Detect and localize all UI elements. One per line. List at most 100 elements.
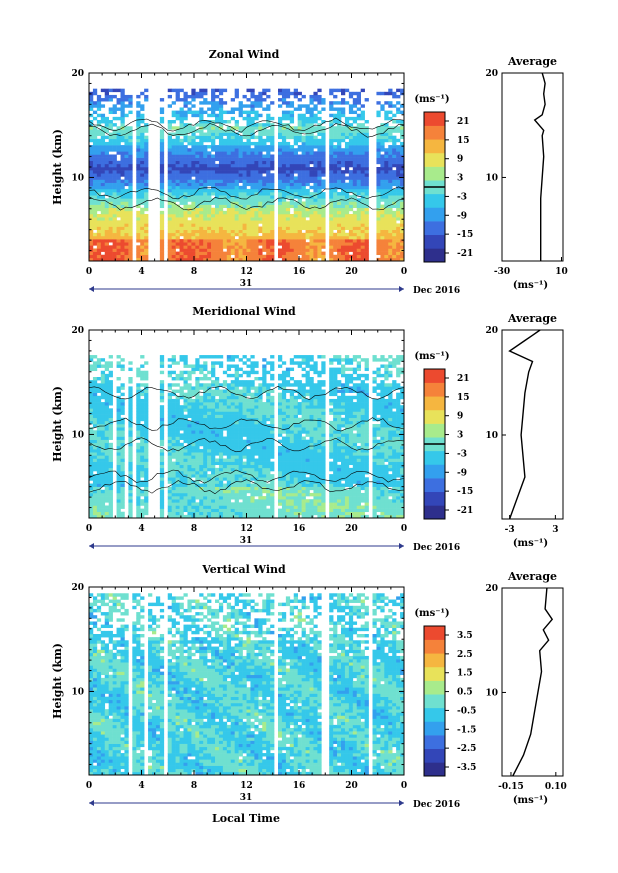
heatmap-cell bbox=[104, 135, 109, 140]
heatmap-cell bbox=[380, 204, 385, 209]
heatmap-cell bbox=[281, 98, 287, 102]
heatmap-cell bbox=[116, 427, 121, 431]
heatmap-cell bbox=[124, 104, 129, 108]
heatmap-cell bbox=[92, 148, 98, 152]
heatmap-cell bbox=[195, 214, 200, 218]
heatmap-cell bbox=[218, 220, 224, 224]
heatmap-cell bbox=[136, 411, 141, 415]
heatmap-cell bbox=[222, 449, 228, 453]
heatmap-cell bbox=[222, 452, 228, 456]
heatmap-cell bbox=[348, 151, 354, 155]
heatmap-cell bbox=[215, 214, 220, 218]
heatmap-cell bbox=[266, 160, 271, 165]
heatmap-cell bbox=[108, 455, 113, 459]
heatmap-cell bbox=[96, 508, 102, 513]
heatmap-cell bbox=[218, 107, 224, 111]
heatmap-cell bbox=[262, 198, 267, 202]
heatmap-cell bbox=[100, 405, 106, 409]
heatmap-cell bbox=[344, 217, 350, 221]
heatmap-cell bbox=[167, 182, 172, 187]
heatmap-cell bbox=[400, 148, 405, 152]
heatmap-cell bbox=[234, 138, 239, 143]
heatmap-cell bbox=[171, 439, 176, 444]
heatmap-cell bbox=[144, 226, 149, 230]
heatmap-cell bbox=[124, 138, 129, 143]
heatmap-cell bbox=[92, 192, 98, 196]
heatmap-cell bbox=[140, 471, 145, 475]
heatmap-cell bbox=[167, 126, 172, 130]
heatmap-cell bbox=[116, 188, 121, 193]
heatmap-cell bbox=[230, 217, 235, 221]
heatmap-cell bbox=[96, 414, 102, 419]
heatmap-cell bbox=[218, 207, 224, 212]
heatmap-cell bbox=[104, 207, 109, 212]
heatmap-cell bbox=[230, 110, 235, 115]
heatmap-cell bbox=[352, 195, 358, 199]
heatmap-cell bbox=[360, 182, 365, 187]
heatmap-cell bbox=[140, 254, 145, 259]
heatmap-cell bbox=[191, 467, 196, 472]
heatmap-cell bbox=[171, 132, 176, 136]
heatmap-cell bbox=[120, 182, 125, 187]
heatmap-cell bbox=[250, 214, 255, 218]
heatmap-cell bbox=[211, 248, 216, 252]
heatmap-cell bbox=[266, 207, 271, 212]
heatmap-cell bbox=[329, 195, 334, 199]
heatmap-cell bbox=[215, 198, 220, 202]
heatmap-cell bbox=[344, 132, 350, 136]
heatmap-cell bbox=[270, 167, 275, 171]
heatmap-cell bbox=[360, 204, 365, 209]
heatmap-cell bbox=[230, 138, 235, 143]
heatmap-cell bbox=[380, 192, 385, 196]
heatmap-cell bbox=[348, 160, 354, 165]
heatmap-cell bbox=[341, 170, 346, 174]
heatmap-cell bbox=[128, 386, 133, 390]
heatmap-cell bbox=[348, 195, 354, 199]
heatmap-cell bbox=[289, 217, 295, 221]
heatmap-cell bbox=[317, 170, 322, 174]
heatmap-cell bbox=[285, 229, 291, 234]
heatmap-cell bbox=[203, 179, 208, 183]
heatmap-cell bbox=[112, 223, 117, 227]
heatmap-cell bbox=[179, 452, 184, 456]
heatmap-cell bbox=[258, 185, 263, 190]
heatmap-cell bbox=[183, 480, 188, 484]
heatmap-cell bbox=[278, 116, 283, 121]
heatmap-cell bbox=[116, 167, 121, 171]
heatmap-cell bbox=[175, 505, 180, 509]
heatmap-cell bbox=[207, 489, 212, 494]
heatmap-cell bbox=[120, 492, 125, 497]
heatmap-cell bbox=[356, 226, 361, 230]
heatmap-cell bbox=[96, 464, 102, 469]
heatmap-cell bbox=[317, 148, 322, 152]
heatmap-cell bbox=[234, 210, 239, 215]
heatmap-cell bbox=[171, 402, 176, 406]
heatmap-cell bbox=[281, 204, 287, 209]
heatmap-cell bbox=[317, 242, 322, 246]
heatmap-cell bbox=[207, 188, 212, 193]
heatmap-cell bbox=[108, 442, 113, 447]
heatmap-cell bbox=[289, 145, 295, 149]
heatmap-cell bbox=[222, 370, 228, 375]
heatmap-cell bbox=[341, 110, 346, 115]
heatmap-cell bbox=[215, 380, 220, 384]
heatmap-cell bbox=[341, 232, 346, 237]
heatmap-cell bbox=[258, 148, 263, 152]
heatmap-cell bbox=[120, 242, 125, 246]
heatmap-cell bbox=[140, 474, 145, 478]
heatmap-cell bbox=[234, 496, 239, 500]
heatmap-cell bbox=[207, 223, 212, 227]
heatmap-cell bbox=[89, 148, 94, 152]
heatmap-cell bbox=[171, 110, 176, 115]
heatmap-cell bbox=[333, 248, 338, 252]
heatmap-cell bbox=[187, 389, 192, 393]
heatmap-cell bbox=[218, 257, 224, 262]
heatmap-cell bbox=[360, 220, 365, 224]
heatmap-cell bbox=[128, 185, 133, 190]
heatmap-cell bbox=[278, 141, 283, 146]
heatmap-cell bbox=[215, 483, 220, 487]
heatmap-cell bbox=[195, 439, 200, 444]
heatmap-cell bbox=[329, 151, 334, 155]
heatmap-cell bbox=[238, 104, 243, 108]
heatmap-cell bbox=[167, 461, 172, 466]
